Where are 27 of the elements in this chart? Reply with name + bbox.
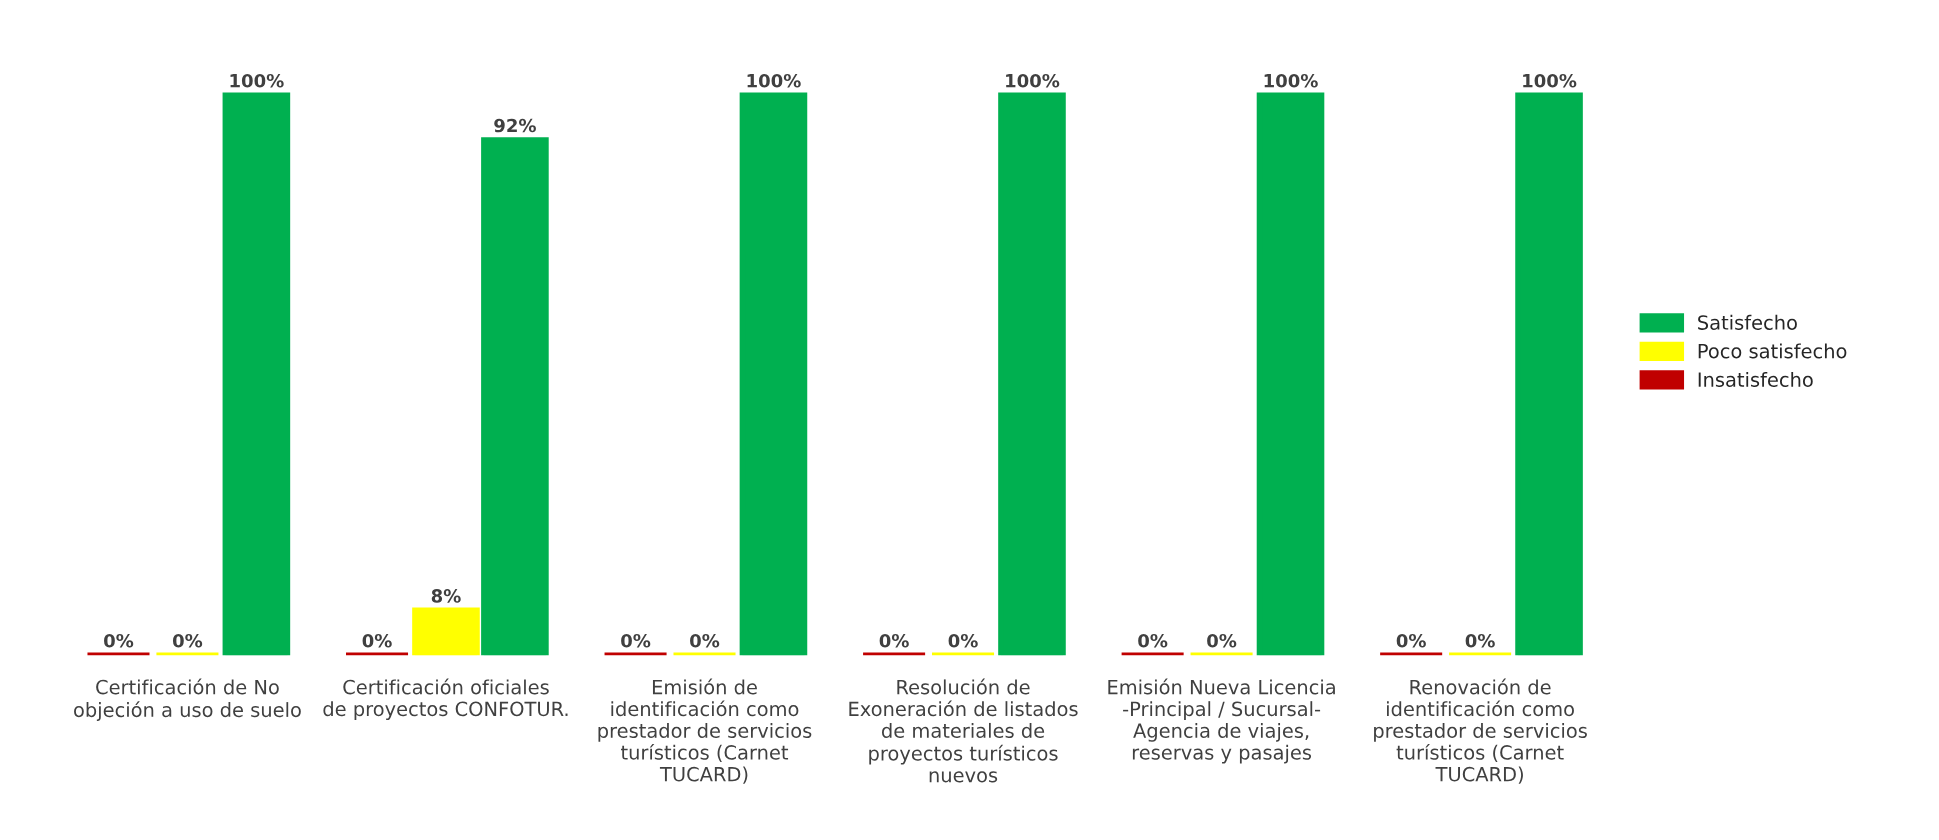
data-label: 100% (230, 73, 284, 88)
x-tick-label: Certificación de No objeción a uso de suelo (74, 678, 301, 721)
data-label: 0% (690, 633, 720, 648)
x-tick-label: Emisión de identificación como prestador de servicios turísticos (Carnet TUCARD) (598, 678, 812, 784)
data-label: 0% (621, 633, 651, 648)
data-label: 8% (431, 589, 461, 603)
legend-label: Poco satisfecho (1698, 343, 1847, 359)
data-label: 0% (1465, 633, 1495, 648)
x-tick-label: Resolución de Exoneración de listados de materiales de proyectos turísticos nuevos (849, 678, 1078, 783)
data-label: 0% (879, 633, 909, 648)
data-label: 0% (172, 633, 203, 648)
data-label: 0% (104, 633, 134, 648)
legend-label: Satisfecho (1698, 314, 1797, 330)
data-label: 100% (1006, 73, 1060, 88)
data-label: 100% (1523, 73, 1577, 88)
legend-label: Insatisfecho (1698, 371, 1813, 387)
data-label: 100% (1264, 73, 1318, 88)
data-label: 0% (362, 633, 392, 648)
x-tick-label: Emisión Nueva Licencia -Principal / Sucursal- Agencia de viajes, reservas y pasajes (1108, 678, 1335, 764)
data-label: 0% (1207, 633, 1237, 648)
data-label: 0% (1138, 633, 1168, 648)
x-tick-label: Renovación de identificación como prestador de servicios turísticos (Carnet TUCARD) (1374, 678, 1587, 784)
data-label: 100% (747, 73, 801, 88)
data-label: 92% (494, 118, 536, 133)
data-label: 0% (1396, 633, 1426, 648)
x-tick-label: Certificación oficiales de proyectos CONFOTUR. (323, 678, 568, 720)
data-label: 0% (948, 633, 978, 648)
